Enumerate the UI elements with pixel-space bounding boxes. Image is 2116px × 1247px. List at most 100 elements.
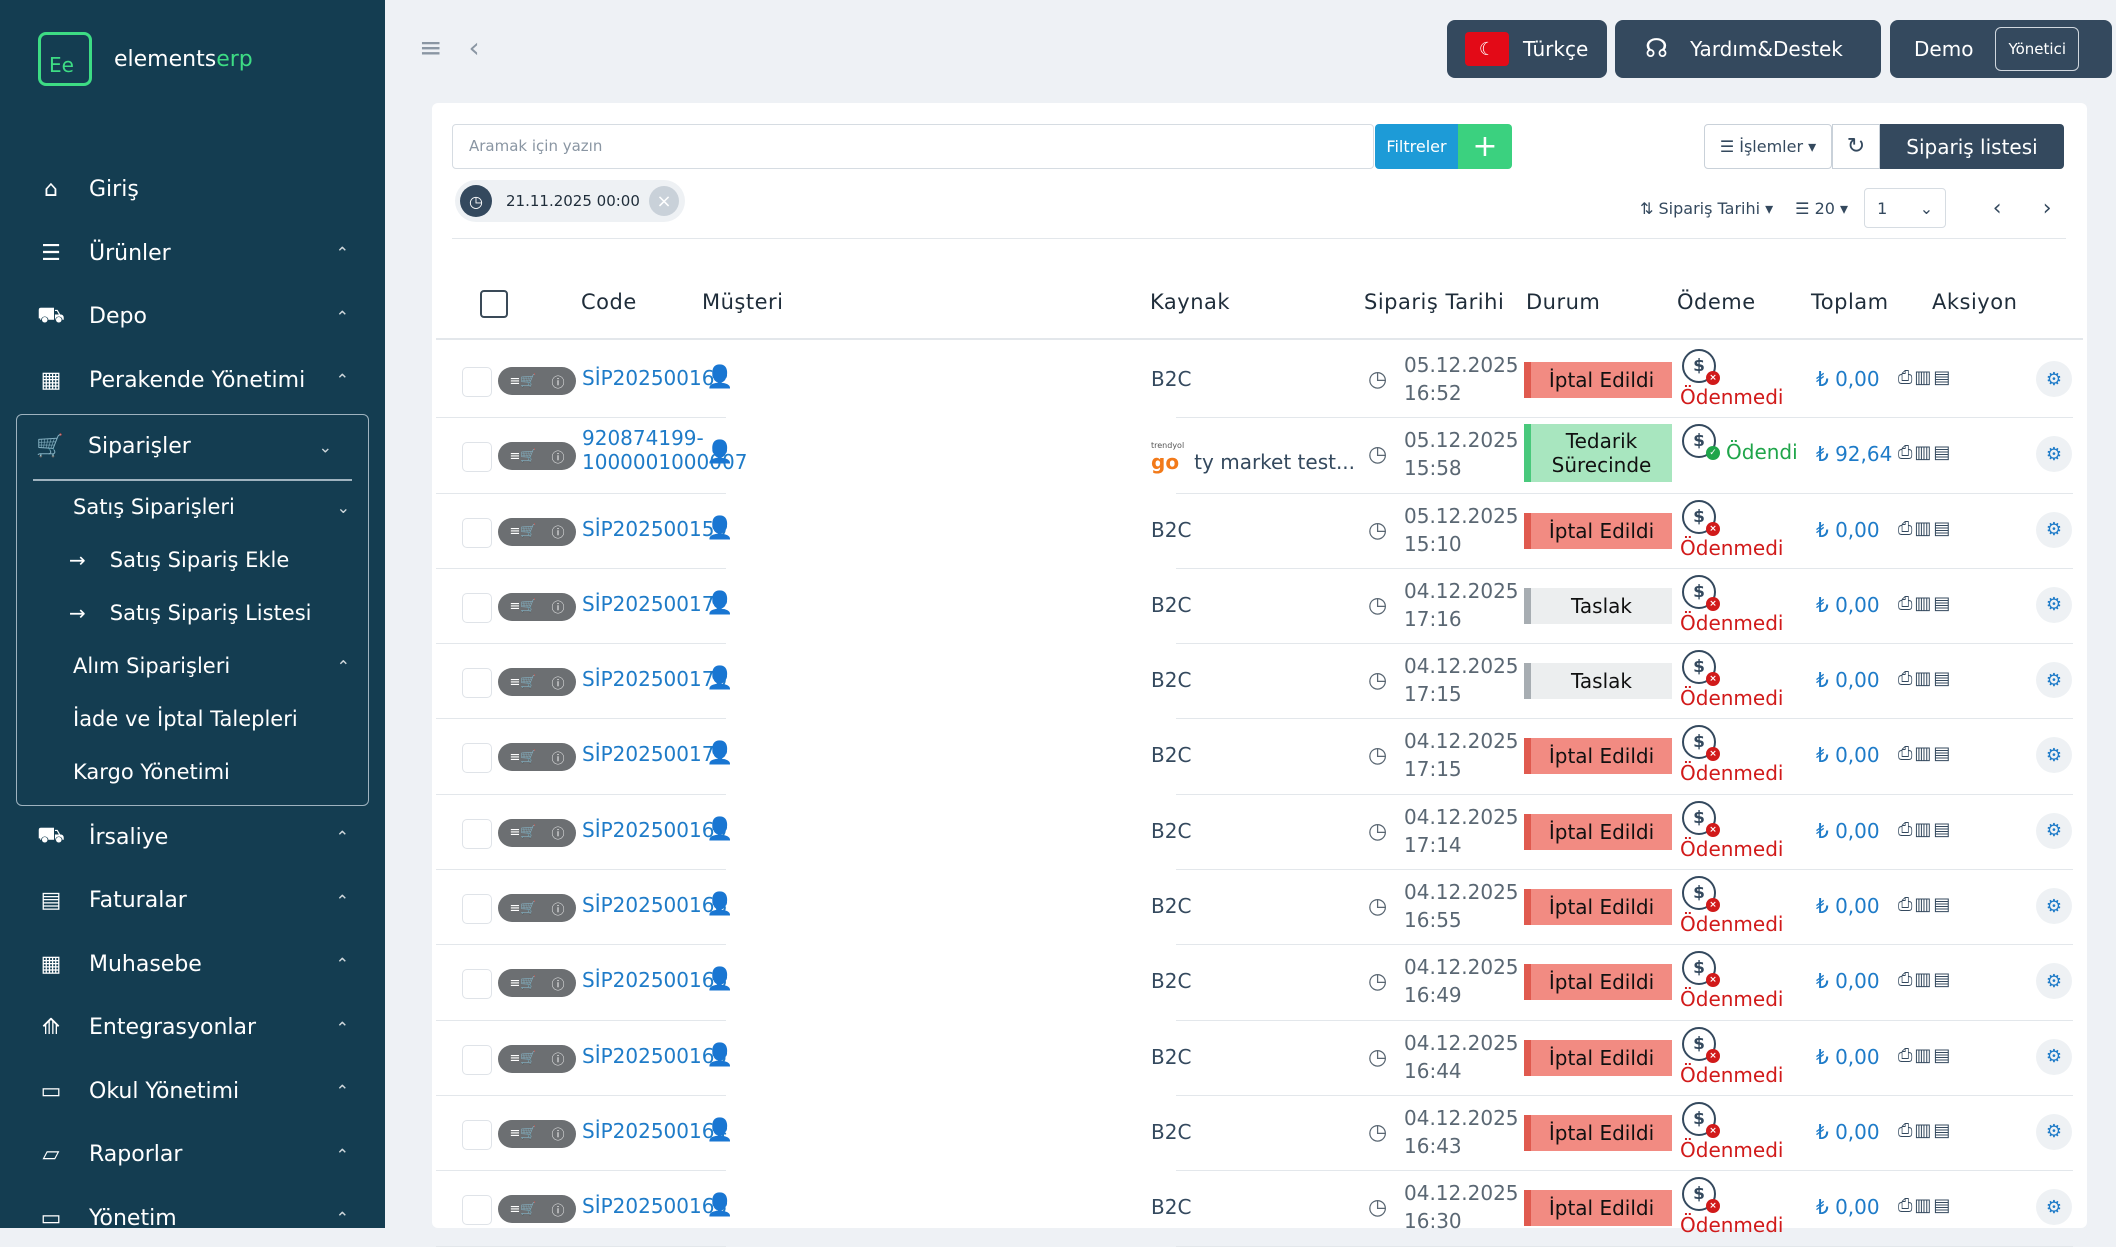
invoice-icon[interactable]: ▤ — [1933, 969, 1953, 991]
page-select[interactable]: 1 ⌄ — [1864, 188, 1947, 228]
customer-icon[interactable]: 👤 — [706, 440, 734, 466]
invoice-icon[interactable]: ▤ — [1933, 743, 1953, 765]
sidebar-subitem[interactable]: Kargo Yönetimi — [17, 746, 368, 799]
invoice-icon[interactable]: ▤ — [1933, 818, 1953, 840]
customer-icon[interactable]: 👤 — [706, 666, 734, 692]
invoice-icon[interactable]: ▤ — [1933, 367, 1953, 388]
order-code-link[interactable]: SİP202500168 — [582, 893, 728, 918]
order-code-link[interactable]: SİP202500167 — [582, 366, 728, 390]
barcode-icon[interactable]: ▥ — [1914, 668, 1934, 690]
barcode-icon[interactable]: ▥ — [1914, 1195, 1934, 1217]
sidebar-item-raporlar[interactable]: ▱ Raporlar ⌃ — [0, 1123, 385, 1187]
print-icon[interactable]: ⎙ — [1898, 743, 1915, 765]
row-checkbox[interactable] — [462, 969, 492, 1000]
prev-page-button[interactable]: ‹ — [1992, 195, 2002, 221]
barcode-icon[interactable]: ▥ — [1914, 1044, 1934, 1066]
filters-button[interactable]: Filtreler — [1375, 124, 1458, 169]
gear-icon[interactable]: ⚙ — [2036, 662, 2072, 699]
print-icon[interactable]: ⎙ — [1898, 818, 1915, 840]
row-actions[interactable]: ⎙▥▤ — [1898, 894, 1952, 915]
table-row[interactable]: ≡🛒 ⓘ 920874199- 1000001000007 👤 trendyol go ty … — [436, 418, 2083, 494]
sidebar-item-muhasebe[interactable]: ▦ Muhasebe ⌃ — [0, 933, 385, 997]
invoice-icon[interactable]: ▤ — [1933, 442, 1953, 464]
customer-icon[interactable]: 👤 — [706, 967, 734, 993]
order-list-button[interactable]: Sipariş listesi — [1880, 124, 2064, 169]
order-code-link[interactable]: SİP202500163 — [582, 1194, 728, 1219]
row-actions[interactable]: ⎙▥▤ — [1898, 1045, 1952, 1066]
order-code-link[interactable]: SİP202500166 — [582, 968, 728, 993]
row-actions[interactable]: ⎙▥▤ — [1898, 367, 1952, 388]
sidebar-item-giri-[interactable]: ⌂ Giriş — [0, 158, 385, 222]
gear-icon[interactable]: ⚙ — [2036, 361, 2072, 397]
print-icon[interactable]: ⎙ — [1898, 894, 1915, 916]
gear-icon[interactable]: ⚙ — [2036, 436, 2072, 473]
sidebar-subitem[interactable]: → Satış Sipariş Ekle — [17, 534, 368, 587]
row-checkbox[interactable] — [462, 818, 492, 849]
sidebar-item-entegrasyonlar[interactable]: ⟰ Entegrasyonlar ⌃ — [0, 996, 385, 1060]
customer-icon[interactable]: 👤 — [706, 1117, 734, 1143]
customer-icon[interactable]: 👤 — [706, 365, 734, 390]
barcode-icon[interactable]: ▥ — [1914, 367, 1934, 388]
row-actions[interactable]: ⎙▥▤ — [1898, 518, 1952, 539]
print-icon[interactable]: ⎙ — [1898, 1119, 1915, 1141]
user-menu-button[interactable]: Demo Yönetici — [1890, 20, 2112, 78]
header-total[interactable]: Toplam — [1811, 290, 1889, 314]
row-checkbox[interactable] — [462, 1195, 492, 1226]
sidebar-subitem[interactable]: → Satış Sipariş Listesi — [17, 587, 368, 640]
barcode-icon[interactable]: ▥ — [1914, 894, 1934, 916]
sidebar-subitem[interactable]: İade ve İptal Talepleri — [17, 693, 368, 746]
row-checkbox[interactable] — [462, 367, 492, 397]
row-checkbox[interactable] — [462, 517, 492, 548]
customer-icon[interactable]: 👤 — [706, 1042, 734, 1068]
print-icon[interactable]: ⎙ — [1898, 668, 1915, 690]
customer-icon[interactable]: 👤 — [706, 1193, 734, 1219]
row-checkbox[interactable] — [462, 442, 492, 473]
help-support-button[interactable]: ☊ Yardım&Destek — [1615, 20, 1881, 78]
gear-icon[interactable]: ⚙ — [2036, 511, 2072, 548]
row-actions[interactable]: ⎙▥▤ — [1898, 1120, 1952, 1141]
customer-icon[interactable]: 👤 — [706, 741, 734, 767]
gear-icon[interactable]: ⚙ — [2036, 1189, 2072, 1226]
row-checkbox[interactable] — [462, 894, 492, 925]
invoice-icon[interactable]: ▤ — [1933, 894, 1953, 916]
row-actions[interactable]: ⎙▥▤ — [1898, 819, 1952, 840]
row-checkbox[interactable] — [462, 1044, 492, 1075]
gear-icon[interactable]: ⚙ — [2036, 963, 2072, 1000]
gear-icon[interactable]: ⚙ — [2036, 737, 2072, 774]
order-code-link[interactable]: SİP202500171 — [582, 742, 728, 767]
search-input[interactable]: Aramak için yazın — [452, 124, 1374, 169]
table-row[interactable]: ≡🛒 ⓘ SİP202500166 👤 B2C ◷ 04.12.2025 16:49 İptal… — [436, 945, 2083, 1021]
row-checkbox[interactable] — [462, 743, 492, 774]
print-icon[interactable]: ⎙ — [1898, 517, 1915, 539]
gear-icon[interactable]: ⚙ — [2036, 1038, 2072, 1075]
customer-icon[interactable]: 👤 — [706, 590, 734, 616]
invoice-icon[interactable]: ▤ — [1933, 668, 1953, 690]
invoice-icon[interactable]: ▤ — [1933, 1195, 1953, 1217]
sidebar-item-faturalar[interactable]: ▤ Faturalar ⌃ — [0, 869, 385, 933]
order-code-link[interactable]: SİP202500170 — [582, 667, 728, 692]
sidebar-item-sipari-ler[interactable]: 🛒 Siparişler ⌄ — [17, 415, 368, 479]
gear-icon[interactable]: ⚙ — [2036, 586, 2072, 623]
table-row[interactable]: ≡🛒 ⓘ SİP202500163 👤 B2C ◷ 04.12.2025 16:30 İptal… — [436, 1171, 2083, 1247]
barcode-icon[interactable]: ▥ — [1914, 442, 1934, 464]
row-actions[interactable]: ⎙▥▤ — [1898, 743, 1952, 764]
sidebar-subitem[interactable]: Satış Siparişleri ⌄ — [17, 481, 368, 534]
header-code[interactable]: Code — [581, 290, 637, 314]
table-row[interactable]: ≡🛒 ⓘ SİP202500167 👤 B2C ◷ 05.12.2025 16:52 İptal… — [436, 343, 2083, 419]
brand-logo[interactable]: Ee elementserp — [38, 32, 253, 86]
barcode-icon[interactable]: ▥ — [1914, 743, 1934, 765]
customer-icon[interactable]: 👤 — [706, 515, 734, 541]
table-row[interactable]: ≡🛒 ⓘ SİP202500171 👤 B2C ◷ 04.12.2025 17:15 İptal… — [436, 719, 2083, 795]
table-row[interactable]: ≡🛒 ⓘ SİP202500169 👤 B2C ◷ 04.12.2025 17:14 İptal… — [436, 795, 2083, 871]
print-icon[interactable]: ⎙ — [1898, 969, 1915, 991]
sidebar-item-depo[interactable]: ⛟ Depo ⌃ — [0, 285, 385, 349]
sidebar-item-y-netim[interactable]: ▭ Yönetim ⌃ — [0, 1187, 385, 1228]
row-checkbox[interactable] — [462, 668, 492, 699]
gear-icon[interactable]: ⚙ — [2036, 1113, 2072, 1150]
table-row[interactable]: ≡🛒 ⓘ SİP202500165 👤 B2C ◷ 04.12.2025 16:44 İptal… — [436, 1021, 2083, 1096]
row-checkbox[interactable] — [462, 592, 492, 623]
table-row[interactable]: ≡🛒 ⓘ SİP202500168 👤 B2C ◷ 04.12.2025 16:55 İptal… — [436, 870, 2083, 946]
gear-icon[interactable]: ⚙ — [2036, 812, 2072, 849]
operations-dropdown[interactable]: ☰ İşlemler ▾ — [1704, 124, 1832, 169]
row-actions[interactable]: ⎙▥▤ — [1898, 668, 1952, 689]
